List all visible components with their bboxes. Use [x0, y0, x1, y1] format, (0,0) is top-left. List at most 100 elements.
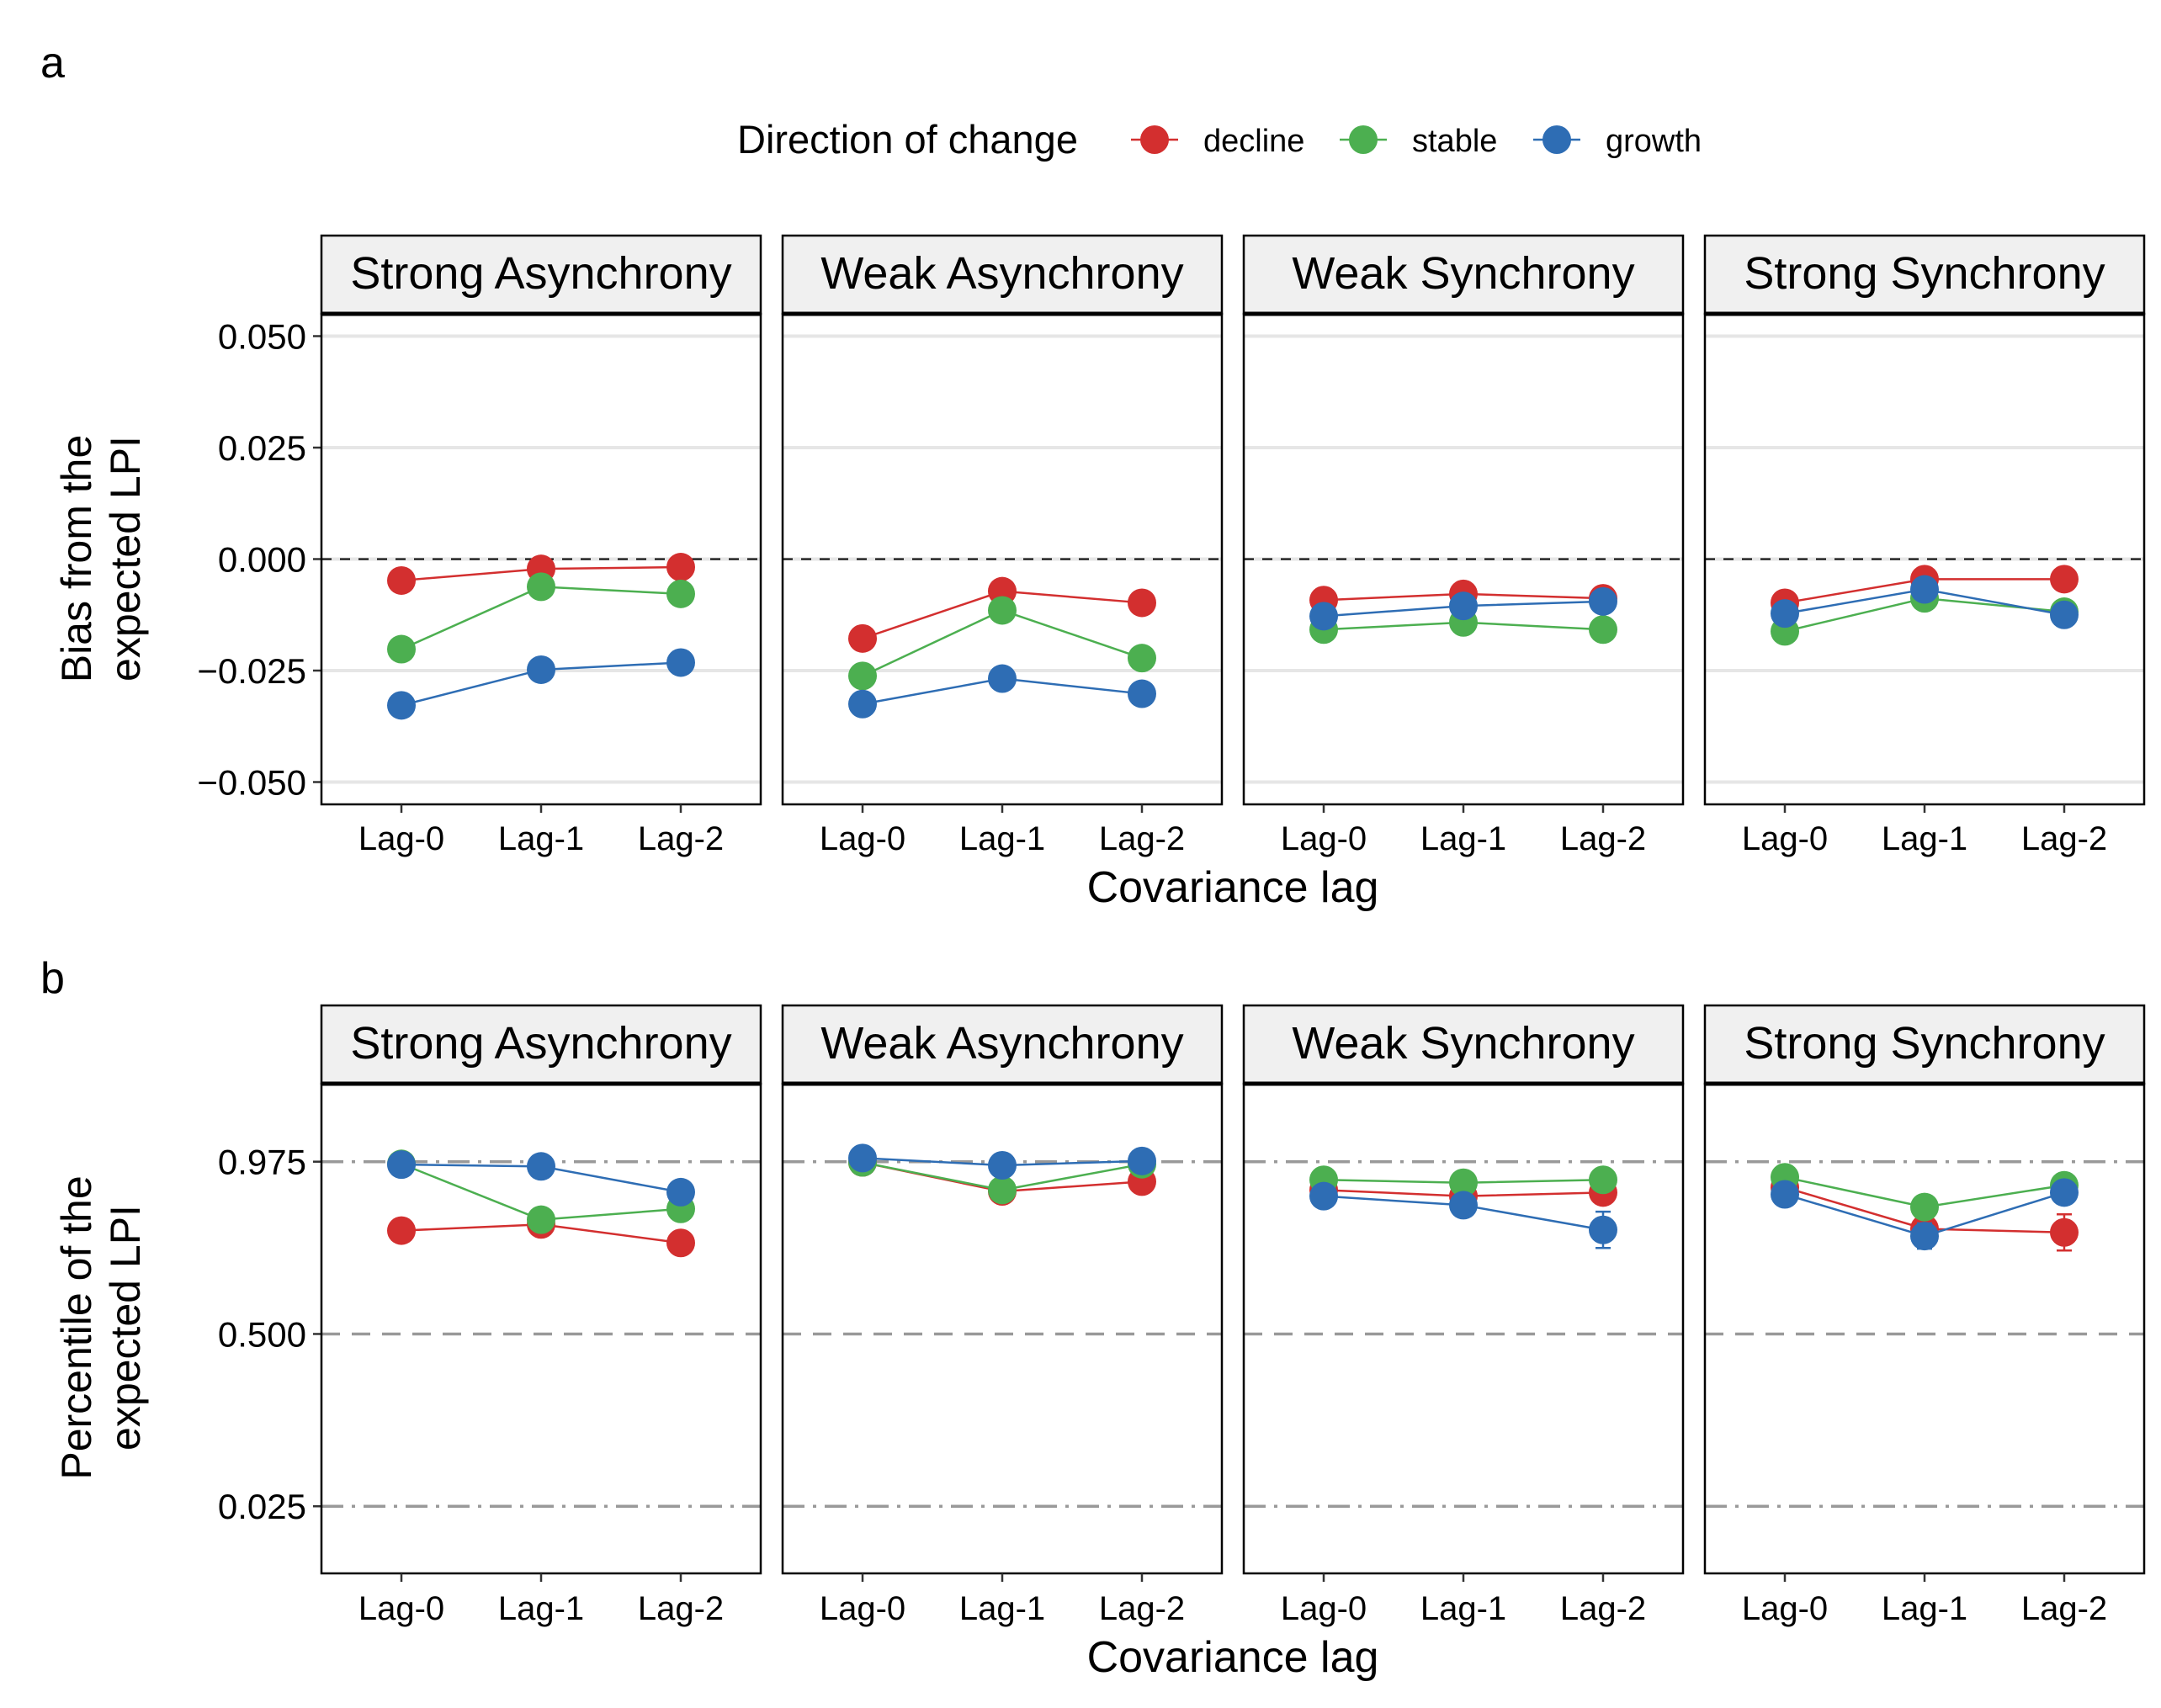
y-axis-title-line: expected LPI: [102, 1205, 149, 1451]
facet-strip: [1242, 1004, 1685, 1085]
facet-strip: [1242, 234, 1685, 316]
point-stable: [988, 596, 1017, 625]
point-growth: [1910, 1222, 1939, 1251]
facet-strong-synchrony: Strong Synchrony Lag-0 Lag-1 Lag-2: [1703, 1004, 2146, 1627]
x-tick-label: Lag-0: [1281, 1590, 1367, 1627]
x-tick-label: Lag-1: [498, 1590, 584, 1627]
point-growth: [1771, 599, 1800, 629]
facet-strong-asynchrony: Strong Asynchrony Lag-0 Lag-1 Lag-2: [320, 1004, 762, 1627]
point-growth: [988, 664, 1017, 693]
legend-key-stable: [1349, 125, 1378, 154]
x-tick-label: Lag-0: [358, 820, 444, 857]
point-growth: [1309, 602, 1339, 631]
facet-strong-synchrony: Strong Synchrony Lag-0 Lag-1 Lag-2: [1703, 234, 2146, 857]
legend-label-growth: growth: [1606, 124, 1702, 159]
point-decline: [848, 623, 878, 653]
point-growth: [2049, 600, 2079, 629]
legend-entry-growth: growth: [1533, 124, 1702, 159]
facet-title: Weak Asynchrony: [820, 248, 1183, 299]
point-growth: [387, 691, 417, 720]
chart-b-percentile: 0.975 0.500 0.025 Percentile of theexpected…: [53, 1004, 2146, 1682]
point-stable: [1588, 1165, 1617, 1195]
point-decline: [2049, 565, 2079, 594]
x-tick-label: Lag-0: [1742, 820, 1828, 857]
point-growth: [1449, 1191, 1478, 1220]
point-growth: [1588, 1215, 1617, 1244]
x-tick-label: Lag-2: [1560, 1590, 1646, 1627]
panel-letter-a: a: [40, 39, 65, 88]
point-growth: [666, 648, 695, 677]
point-growth: [1127, 679, 1156, 708]
y-tick-label: −0.025: [197, 651, 306, 691]
x-tick-label: Lag-2: [638, 1590, 724, 1627]
point-growth: [527, 1152, 555, 1181]
y-tick-label: −0.050: [197, 763, 306, 803]
legend-entry-stable: stable: [1340, 124, 1497, 159]
y-tick-label: 0.050: [218, 317, 306, 357]
point-decline: [666, 553, 695, 582]
x-tick-label: Lag-2: [2021, 820, 2107, 857]
point-growth: [848, 689, 878, 719]
facet-strip: [781, 1004, 1224, 1085]
x-tick-label: Lag-0: [1281, 820, 1367, 857]
x-tick-label: Lag-0: [820, 1590, 905, 1627]
point-decline: [387, 1216, 417, 1245]
x-tick-label: Lag-1: [1882, 820, 1967, 857]
x-tick-label: Lag-1: [1882, 1590, 1967, 1627]
facet-weak-synchrony: Weak Synchrony Lag-0 Lag-1 Lag-2: [1242, 234, 1685, 857]
x-tick-label: Lag-1: [498, 820, 584, 857]
point-stable: [1449, 1168, 1478, 1197]
y-axis-title-line: Percentile of the: [53, 1175, 100, 1479]
x-axis-title: Covariance lag: [1087, 1633, 1379, 1682]
point-growth: [988, 1151, 1017, 1180]
point-stable: [666, 579, 695, 608]
x-axis-title: Covariance lag: [1087, 863, 1379, 912]
x-tick-label: Lag-2: [638, 820, 724, 857]
point-stable: [1127, 644, 1156, 673]
facet-title: Strong Asynchrony: [350, 1018, 731, 1069]
x-tick-label: Lag-2: [2021, 1590, 2107, 1627]
point-decline: [666, 1228, 695, 1258]
point-stable: [527, 1205, 555, 1234]
legend-key-decline: [1140, 125, 1169, 154]
y-tick-label: 0.500: [218, 1314, 306, 1354]
point-growth: [1910, 575, 1939, 604]
y-axis-title-line: expected LPI: [102, 436, 149, 682]
facet-title: Weak Synchrony: [1292, 248, 1634, 299]
facet-strip: [320, 1004, 762, 1085]
facet-strong-asynchrony: Strong Asynchrony Lag-0 Lag-1 Lag-2: [320, 234, 762, 857]
panel-bg: [1705, 1084, 2144, 1573]
point-decline: [387, 565, 417, 595]
x-tick-label: Lag-1: [1420, 1590, 1506, 1627]
point-stable: [988, 1175, 1017, 1205]
point-stable: [387, 634, 417, 664]
facet-title: Strong Asynchrony: [350, 248, 731, 299]
y-tick-label: 0.025: [218, 1487, 306, 1526]
point-growth: [1127, 1146, 1156, 1175]
chart-a-bias: 0.050 0.025 0.000 −0.025 −0.050 Bias from the…: [53, 234, 2146, 912]
legend-entry-decline: decline: [1131, 124, 1304, 159]
legend-title: Direction of change: [737, 117, 1078, 162]
y-axis-title: Bias from theexpected LPI: [53, 435, 149, 683]
point-growth: [1771, 1180, 1800, 1209]
x-tick-label: Lag-0: [358, 1590, 444, 1627]
x-tick-label: Lag-1: [1420, 820, 1506, 857]
x-tick-label: Lag-2: [1560, 820, 1646, 857]
point-growth: [1449, 591, 1478, 621]
point-growth: [2049, 1178, 2079, 1207]
facet-strip: [1703, 234, 2146, 316]
facet-strip: [1703, 1004, 2146, 1085]
y-tick-label: 0.000: [218, 540, 306, 580]
x-tick-label: Lag-0: [1742, 1590, 1828, 1627]
point-growth: [666, 1177, 695, 1207]
x-tick-label: Lag-1: [959, 1590, 1045, 1627]
panel-letter-b: b: [40, 954, 65, 1003]
y-axis-title-line: Bias from the: [53, 435, 100, 683]
y-tick-label: 0.975: [218, 1143, 306, 1182]
facet-title: Weak Synchrony: [1292, 1018, 1634, 1069]
point-stable: [527, 572, 555, 602]
facet-title: Strong Synchrony: [1744, 1018, 2105, 1069]
facet-weak-synchrony: Weak Synchrony Lag-0 Lag-1 Lag-2: [1242, 1004, 1685, 1627]
legend: Direction of change decline stable growt…: [737, 117, 1702, 162]
